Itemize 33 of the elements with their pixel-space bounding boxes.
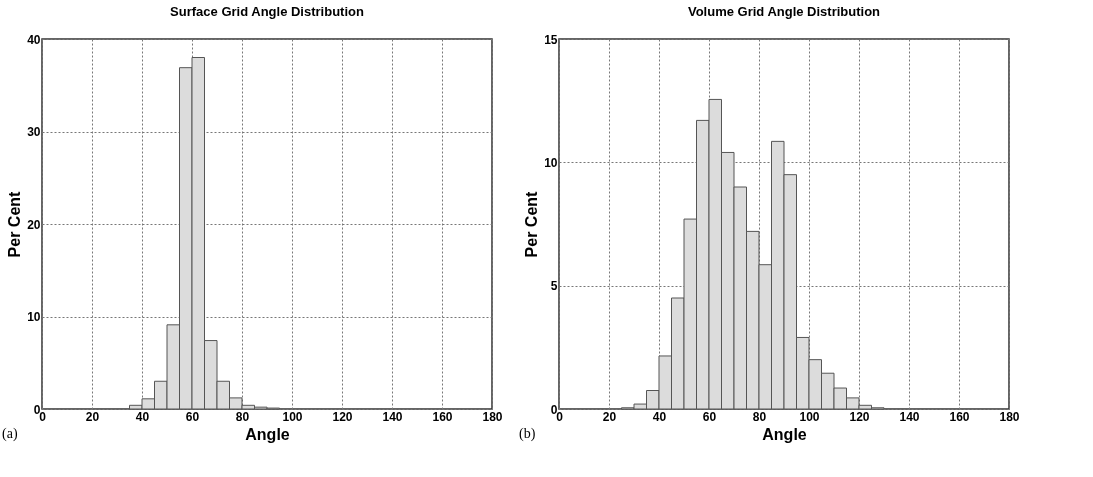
x-tick-label: 20 — [602, 409, 617, 424]
chart-title: Volume Grid Angle Distribution — [687, 4, 881, 19]
y-tick-label: 5 — [550, 279, 558, 294]
x-tick-label: 40 — [135, 409, 150, 424]
x-tick-label: 80 — [235, 409, 250, 424]
text: (a) — [2, 426, 18, 442]
y-axis-title: Per Cent — [6, 190, 24, 258]
y-tick-label: 20 — [27, 217, 41, 232]
x-tick-label: 140 — [382, 409, 403, 424]
x-tick-label: 140 — [899, 409, 920, 424]
x-tick-label: 180 — [999, 409, 1020, 424]
chart-title: Surface Grid Angle Distribution — [170, 4, 364, 19]
x-tick-label: 160 — [432, 409, 453, 424]
x-tick-label: 60 — [185, 409, 200, 424]
x-tick-label: 80 — [752, 409, 767, 424]
x-tick-label: 20 — [85, 409, 100, 424]
x-tick-label: 120 — [332, 409, 353, 424]
x-axis-title: Angle — [762, 425, 807, 443]
y-tick-label: 15 — [544, 32, 558, 47]
x-tick-label: 40 — [652, 409, 667, 424]
x-tick-label: 60 — [702, 409, 717, 424]
y-axis-title: Per Cent — [523, 190, 541, 258]
x-tick-label: 120 — [849, 409, 870, 424]
y-tick-label: 40 — [27, 32, 41, 47]
x-tick-label: 100 — [282, 409, 303, 424]
x-tick-label: 180 — [482, 409, 503, 424]
x-tick-label: 100 — [799, 409, 820, 424]
y-tick-label: 30 — [27, 125, 41, 139]
y-tick-label: 10 — [544, 155, 558, 170]
y-tick-label: 10 — [27, 310, 41, 324]
x-axis-title: Angle — [245, 425, 290, 443]
x-tick-label: 160 — [949, 409, 970, 424]
text: (b) — [519, 426, 536, 442]
